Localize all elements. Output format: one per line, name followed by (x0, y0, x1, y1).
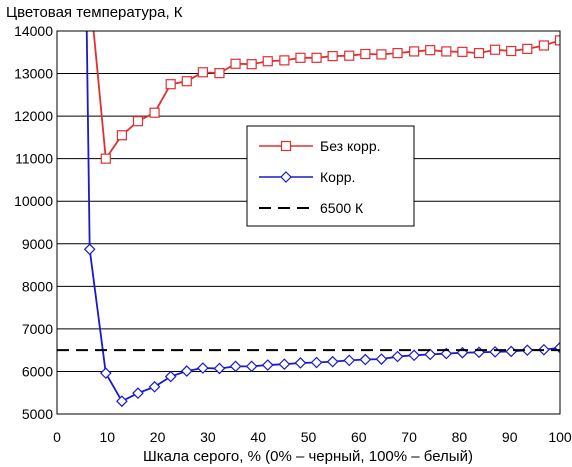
x-tick-label: 40 (250, 429, 266, 445)
data-point-diamond (229, 360, 242, 373)
y-tick-label: 8000 (22, 278, 53, 294)
data-point-diamond (278, 358, 291, 371)
data-point-diamond (359, 353, 372, 366)
data-point-square (262, 56, 273, 67)
y-tick-labels: 5000 6000 7000 8000 9000 10000 11000 12000 13000… (14, 23, 53, 422)
data-point-square (457, 46, 468, 57)
data-point-square (392, 48, 403, 59)
y-tick-label: 9000 (22, 236, 53, 252)
data-point-square (441, 46, 452, 57)
data-point-diamond (116, 395, 128, 408)
y-tick-label: 6000 (22, 363, 53, 379)
x-tick-label: 50 (301, 429, 317, 445)
y-tick-label: 11000 (15, 151, 53, 167)
data-point-diamond (521, 344, 534, 357)
data-point-square (538, 40, 550, 51)
data-point-diamond (489, 346, 501, 358)
data-point-diamond (294, 357, 307, 369)
series-lead-in-line (92, 31, 107, 159)
y-axis-title: Цветовая температура, К (6, 4, 183, 21)
data-point-diamond (99, 367, 112, 379)
plot-frame (56, 30, 561, 415)
data-point-square (409, 46, 420, 57)
legend-box (246, 125, 415, 227)
data-point-diamond (245, 360, 258, 373)
data-point-square (149, 107, 160, 118)
x-tick-label: 100 (548, 429, 572, 445)
series-0 (92, 31, 560, 164)
data-point-square (132, 116, 144, 127)
data-point-square (230, 58, 241, 69)
x-tick-label: 90 (502, 429, 518, 445)
y-tick-label: 5000 (22, 406, 53, 422)
data-point-square (490, 44, 501, 55)
legend-marker-square (280, 140, 292, 152)
x-tick-label: 80 (452, 429, 468, 445)
data-point-square (522, 43, 533, 54)
y-tick-label: 13000 (14, 66, 53, 82)
data-point-diamond (132, 387, 144, 399)
data-point-diamond (180, 365, 193, 377)
data-point-square (116, 130, 127, 141)
legend-marker-diamond (280, 171, 292, 183)
data-point-square (327, 51, 338, 62)
data-point-diamond (310, 356, 323, 369)
data-point-diamond (148, 380, 161, 393)
data-point-diamond (505, 345, 518, 358)
y-tick-label: 10000 (14, 193, 53, 209)
legend: Без корр. Корр. 6500 К (246, 125, 415, 227)
series-layer (57, 31, 560, 408)
data-point-square (376, 49, 387, 60)
data-point-diamond (164, 370, 177, 383)
x-tick-labels: 0 10 20 30 40 50 60 70 80 90 100 (53, 429, 572, 445)
data-point-diamond (424, 348, 437, 361)
data-point-diamond (261, 359, 274, 371)
data-point-diamond (473, 346, 485, 359)
x-tick-label: 60 (351, 429, 367, 445)
x-tick-label: 20 (150, 429, 166, 445)
series-line (88, 249, 560, 403)
x-axis-title: Шкала серого, % (0% – черный, 100% – бел… (143, 448, 473, 465)
y-tick-label: 14000 (14, 23, 53, 39)
data-point-square (295, 52, 306, 63)
data-point-square (165, 79, 176, 90)
data-point-square (181, 76, 192, 87)
data-point-square (311, 52, 322, 63)
legend-label-6500k: 6500 К (320, 200, 364, 216)
x-tick-label: 10 (100, 429, 116, 445)
legend-label-korr: Корр. (320, 169, 355, 185)
data-point-square (506, 45, 517, 57)
x-tick-label: 70 (401, 429, 417, 445)
data-point-square (197, 67, 208, 78)
legend-item-6500k: 6500 К (259, 200, 364, 216)
data-point-diamond (343, 354, 356, 367)
y-tick-label: 12000 (14, 108, 53, 124)
data-point-square (279, 55, 290, 66)
legend-item-korr: Корр. (259, 169, 355, 185)
data-point-square (246, 59, 257, 70)
data-point-square (360, 48, 371, 60)
x-tick-label: 0 (53, 429, 61, 445)
series-lead-in-line (85, 31, 91, 250)
data-point-diamond (83, 243, 96, 256)
data-point-square (554, 35, 560, 46)
data-point-diamond (326, 355, 339, 368)
data-point-square (100, 153, 111, 164)
data-point-square (344, 50, 355, 61)
x-tick-label: 30 (200, 429, 216, 445)
data-point-diamond (408, 349, 420, 362)
data-point-diamond (375, 353, 388, 365)
legend-label-bez-korr: Без корр. (320, 138, 381, 154)
legend-item-bez-korr: Без корр. (259, 138, 381, 154)
data-point-square (214, 68, 225, 79)
data-point-diamond (391, 350, 404, 363)
data-point-diamond (213, 362, 226, 375)
data-point-diamond (197, 362, 209, 374)
data-point-square (473, 48, 485, 59)
y-tick-label: 7000 (22, 321, 53, 337)
data-point-square (425, 45, 436, 56)
